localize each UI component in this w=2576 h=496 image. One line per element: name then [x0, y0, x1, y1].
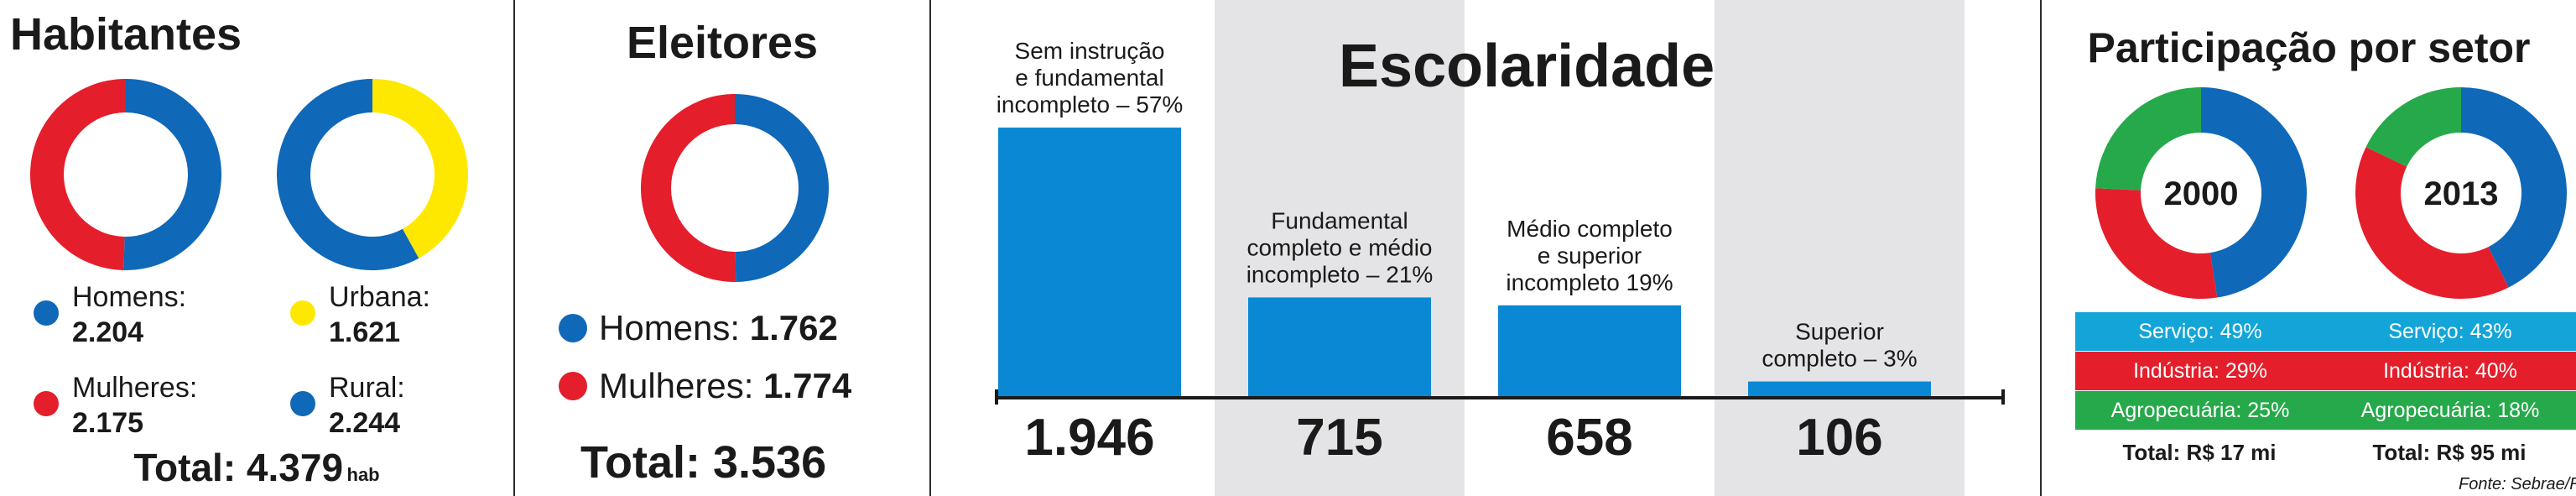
- donut-center-label: 2013: [2424, 175, 2499, 212]
- legend-eleitores-homens-label: Homens:: [599, 308, 741, 347]
- panel-escolaridade: Sem instrução e fundamental incompleto – 5…: [931, 0, 2040, 496]
- legend-dot-mulheres: [34, 391, 59, 416]
- setor-cell-agropecuária-2013: Agropecuária: 18%: [2360, 399, 2540, 422]
- eleitores-title: Eleitores: [626, 18, 819, 68]
- divider-3: [2040, 0, 2042, 496]
- panel-participacao: Participação por setor 2000 2013 Serviço…: [2042, 0, 2576, 496]
- legend-dot-urbana: [290, 300, 315, 326]
- participacao-title: Participação por setor: [2087, 24, 2531, 71]
- legend-eleitores-homens: Homens: 1.762: [599, 308, 838, 348]
- bar-1: [998, 128, 1181, 396]
- habitantes-total-value: Total: 4.379: [133, 446, 344, 489]
- donut-slice-mulheres: [641, 94, 736, 282]
- legend-eleitores-mulheres-value: 1.774: [763, 366, 852, 405]
- bar-value-label-2: 715: [1296, 409, 1382, 467]
- row-servico: [2075, 312, 2576, 351]
- bar-2: [1248, 297, 1431, 396]
- bar-value-label-1: 1.946: [1024, 409, 1154, 467]
- donut-slice-rural: [276, 79, 419, 270]
- habitantes-total-unit: hab: [346, 464, 380, 485]
- panel-habitantes: Habitantes Homens: 2.204 Mulheres: 2.175…: [0, 0, 513, 496]
- donut-slice-homens: [735, 94, 830, 282]
- donut-eleitores: [641, 94, 830, 282]
- donut-habitantes-localizacao: [276, 79, 468, 270]
- setor-cell-serviço-2013: Serviço: 43%: [2388, 320, 2512, 343]
- legend-dot-rural: [290, 391, 315, 416]
- legend-value-rural: 2.244: [329, 407, 401, 439]
- legend-eleitores-mulheres: Mulheres: 1.774: [599, 366, 851, 406]
- legend-eleitores-mulheres-label: Mulheres:: [599, 366, 754, 405]
- setor-total-2000: Total: R$ 17 mi: [2122, 440, 2277, 465]
- setor-cell-indústria-2013: Indústria: 40%: [2383, 359, 2517, 383]
- divider-2: [929, 0, 931, 496]
- legend-label-mulheres: Mulheres:: [72, 372, 198, 404]
- donut-slice-indústria: [2095, 188, 2218, 300]
- row-agropecuaria: [2075, 391, 2576, 430]
- habitantes-title: Habitantes: [9, 9, 242, 60]
- divider-1: [513, 0, 515, 496]
- donut-slice-indústria: [2355, 147, 2509, 300]
- column-shade: [1215, 0, 1465, 496]
- bar-4: [1748, 381, 1931, 396]
- donut-setor-2013: 2013: [2355, 87, 2567, 300]
- bar-value-label-3: 658: [1546, 409, 1632, 467]
- setor-cell-agropecuária-2000: Agropecuária: 25%: [2110, 399, 2290, 422]
- bar-category-label-4: Superior completo – 3%: [1762, 319, 1917, 372]
- setor-cell-indústria-2000: Indústria: 29%: [2133, 359, 2267, 383]
- habitantes-total: Total: 4.379 hab: [0, 445, 513, 490]
- legend-eleitores-homens-value: 1.762: [749, 308, 838, 347]
- bar-3: [1498, 305, 1681, 396]
- escolaridade-chart: Sem instrução e fundamental incompleto – 5…: [995, 0, 2005, 496]
- donut-slice-agropecuária: [2095, 87, 2201, 191]
- setor-cell-serviço-2000: Serviço: 49%: [2138, 320, 2262, 343]
- setor-total-2013: Total: R$ 95 mi: [2372, 440, 2527, 465]
- legend-label-rural: Rural:: [329, 372, 405, 404]
- donut-slice-urbana: [372, 79, 468, 258]
- setor-table: Serviço: 49% Indústria: 29% Agropecuária: …: [2075, 312, 2576, 430]
- legend-label-urbana: Urbana:: [329, 281, 430, 313]
- legend-dot-eleitores-mulheres: [559, 372, 587, 400]
- escolaridade-title: Escolaridade: [1339, 33, 1715, 100]
- bar-category-label-2: Fundamental completo e médio incompleto – …: [1246, 207, 1434, 287]
- donut-center-label: 2000: [2164, 175, 2239, 212]
- donut-slice-mulheres: [30, 79, 127, 270]
- donut-slice-serviço: [2201, 87, 2308, 298]
- eleitores-total: Total: 3.536: [580, 437, 827, 488]
- bar-category-label-3: Médio completo e superior incompleto 19%: [1506, 216, 1673, 295]
- row-industria: [2075, 352, 2576, 390]
- panel-eleitores: Eleitores Homens: 1.762 Mulheres: 1.774 …: [515, 0, 929, 496]
- donut-slice-agropecuária: [2365, 87, 2461, 167]
- legend-value-urbana: 1.621: [329, 316, 401, 348]
- donut-habitantes-sexo: [30, 79, 222, 270]
- legend-dot-eleitores-homens: [559, 314, 587, 342]
- legend-dot-homens: [34, 300, 59, 326]
- legend-label-homens: Homens:: [72, 281, 187, 313]
- donut-slice-serviço: [2461, 87, 2567, 288]
- donut-slice-homens: [123, 79, 222, 270]
- source-note: Fonte: Sebrae/RS: [2459, 475, 2576, 493]
- donut-setor-2000: 2000: [2095, 87, 2308, 300]
- bar-value-label-4: 106: [1796, 409, 1882, 467]
- column-shade: [1715, 0, 1965, 496]
- legend-value-homens: 2.204: [72, 316, 144, 348]
- bar-category-label-1: Sem instrução e fundamental incompleto – 5…: [997, 38, 1184, 117]
- legend-value-mulheres: 2.175: [72, 407, 144, 439]
